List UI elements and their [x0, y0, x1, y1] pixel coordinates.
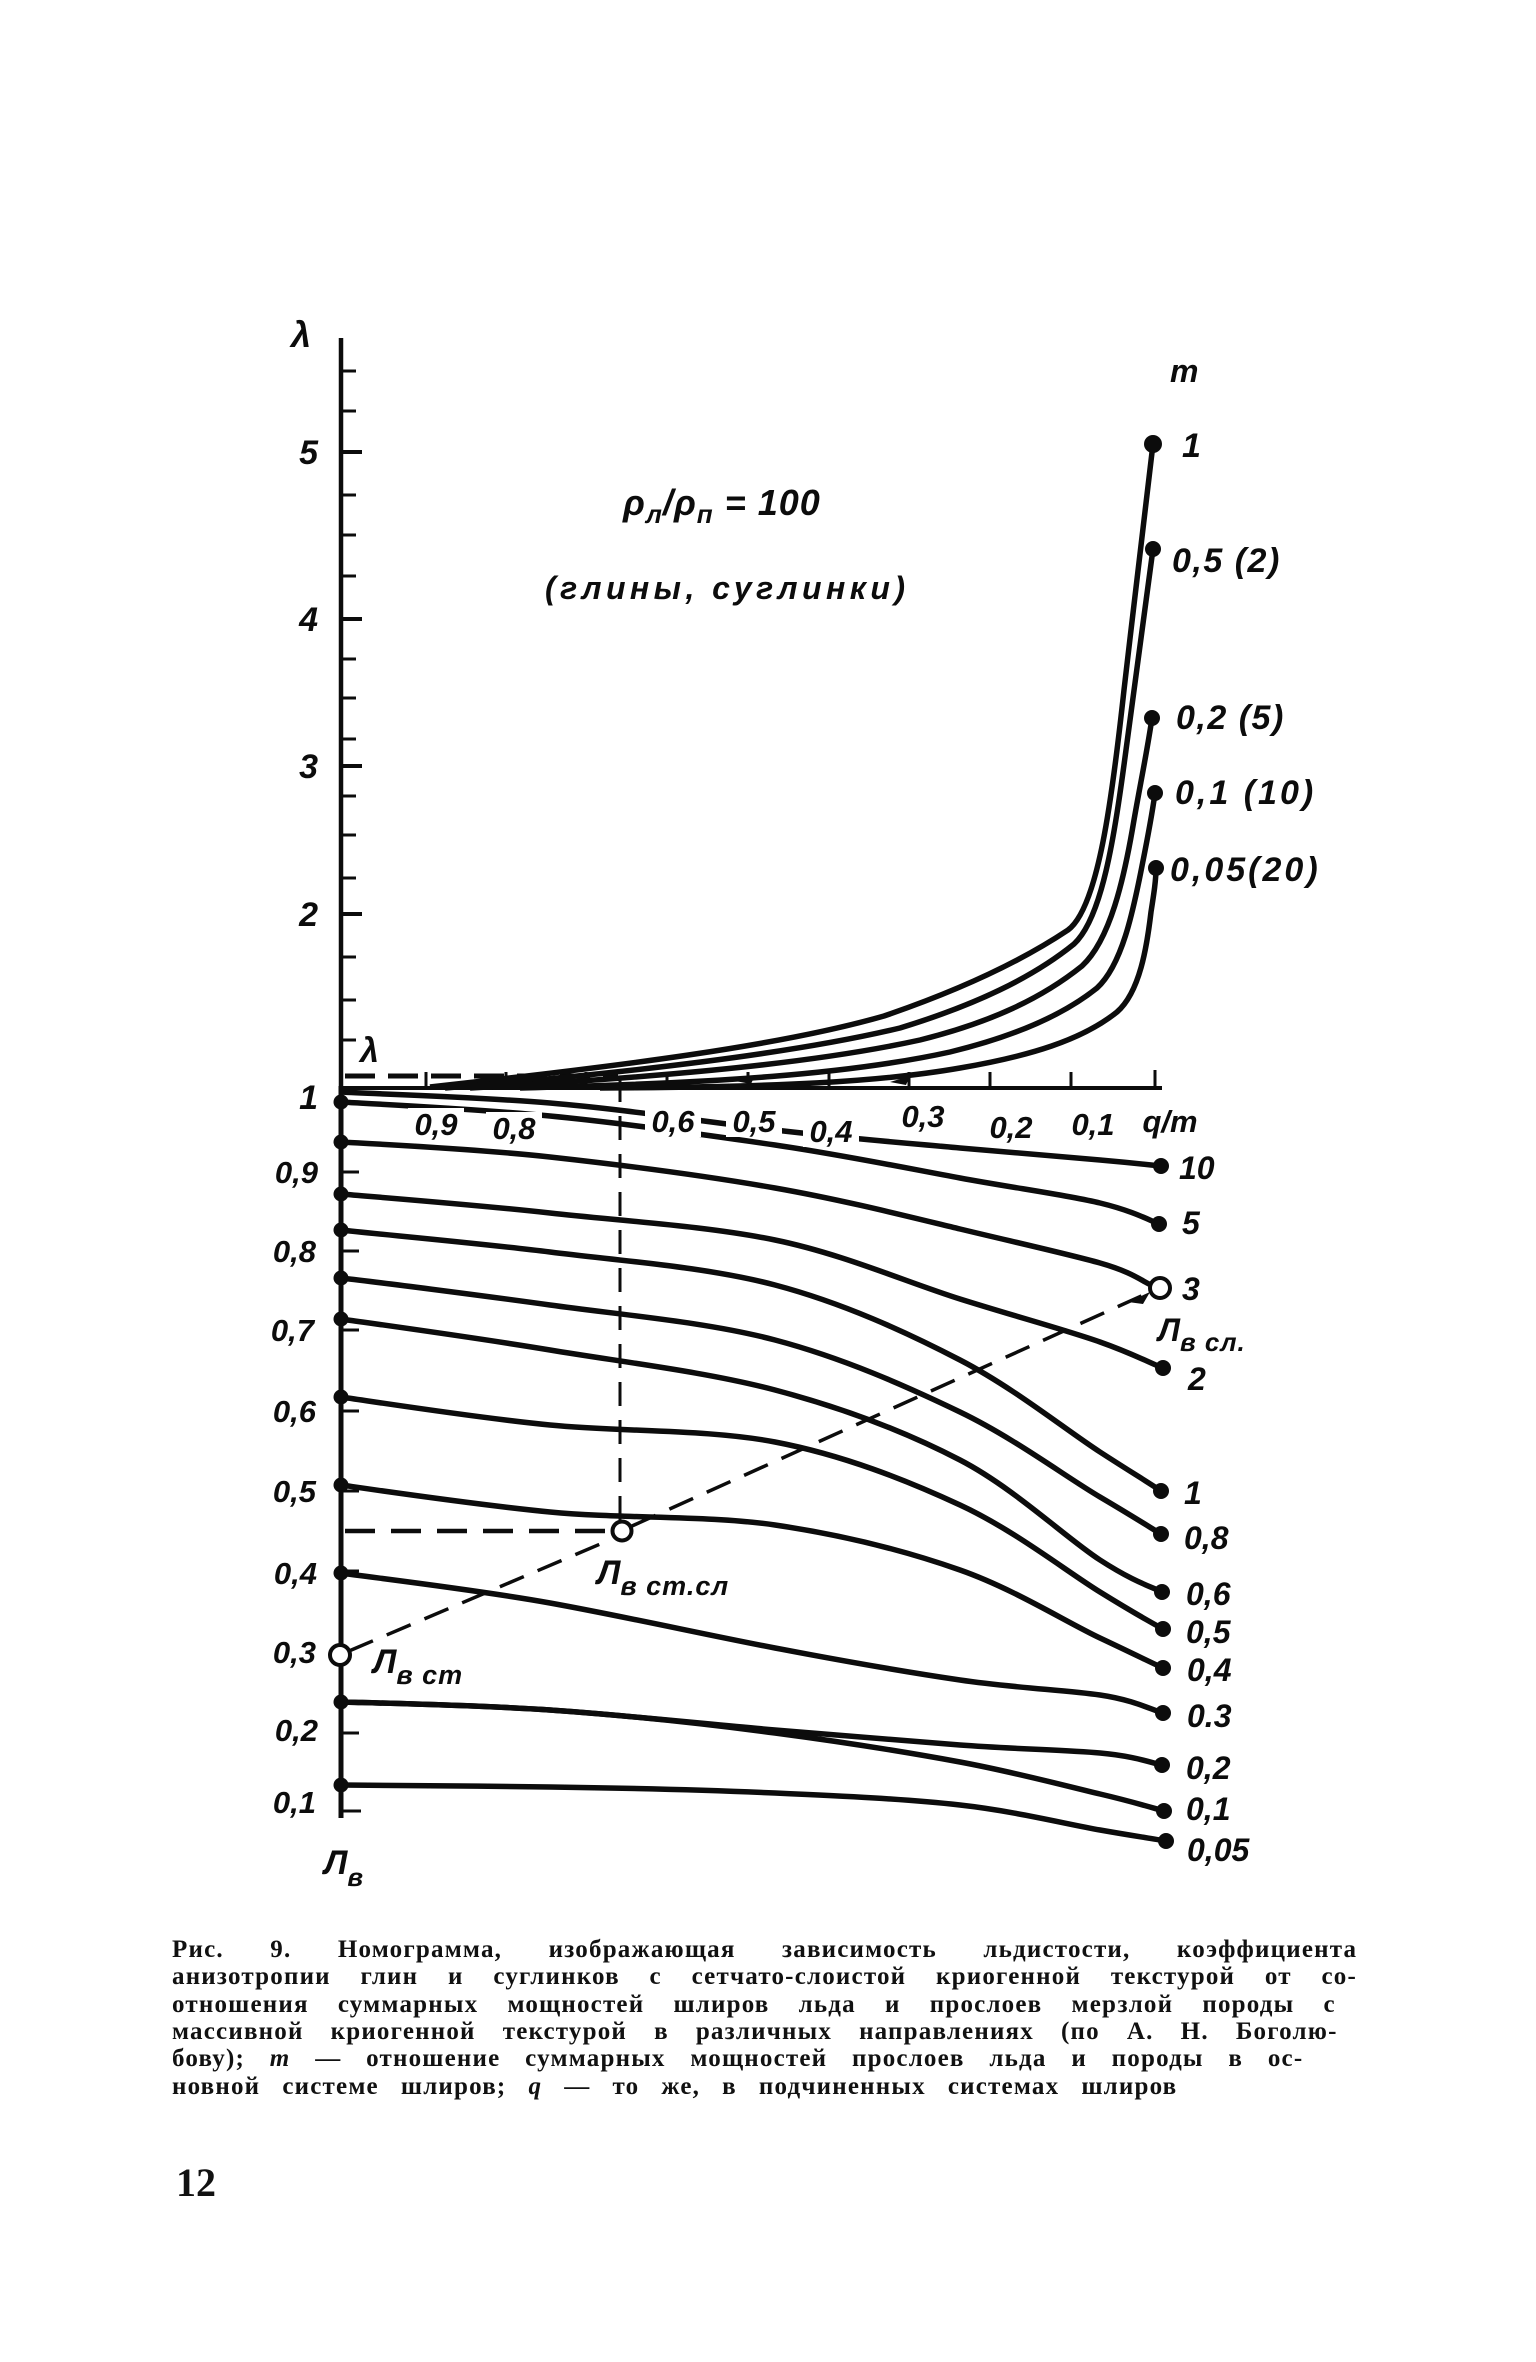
svg-text:0,4: 0,4: [809, 1114, 852, 1149]
svg-text:0,2: 0,2: [1186, 1750, 1231, 1786]
svg-text:0,6: 0,6: [273, 1394, 317, 1429]
svg-text:0,3: 0,3: [901, 1099, 944, 1134]
svg-text:0,6: 0,6: [1186, 1576, 1231, 1612]
svg-text:0,2 (5): 0,2 (5): [1176, 699, 1285, 737]
svg-text:0,7: 0,7: [271, 1313, 316, 1348]
svg-text:5: 5: [299, 434, 319, 472]
svg-text:новной системе шлиров; q — то: новной системе шлиров; q — то же, в подч…: [172, 2073, 1177, 2100]
svg-text:1: 1: [1182, 427, 1202, 465]
svg-text:ρл/ρп = 100: ρл/ρп = 100: [622, 482, 821, 529]
svg-text:10: 10: [1179, 1150, 1215, 1186]
svg-text:0,8: 0,8: [1184, 1520, 1229, 1556]
svg-text:λ: λ: [358, 1032, 379, 1070]
svg-text:массивной криогенной текстурой: массивной криогенной текстурой в различн…: [172, 2018, 1338, 2045]
svg-text:(глины, суглинки): (глины, суглинки): [545, 570, 905, 606]
svg-text:0,5: 0,5: [273, 1474, 317, 1509]
svg-text:0,5: 0,5: [1186, 1614, 1232, 1650]
svg-text:0,5: 0,5: [732, 1104, 776, 1139]
svg-text:отношения суммарных мощностей: отношения суммарных мощностей шлиров льд…: [172, 1991, 1336, 2018]
svg-text:Рис. 9. Номограмма, изображающ: Рис. 9. Номограмма, изображающая зависим…: [172, 1936, 1357, 1963]
svg-text:5: 5: [1182, 1205, 1201, 1241]
svg-text:0,9: 0,9: [414, 1107, 458, 1142]
svg-text:0,8: 0,8: [273, 1234, 317, 1269]
svg-text:0,3: 0,3: [273, 1635, 316, 1670]
svg-text:λ: λ: [289, 314, 311, 355]
svg-text:0,05: 0,05: [1187, 1832, 1250, 1868]
svg-text:бову); m — отношение суммарны: бову); m — отношение суммарных мощностей…: [172, 2045, 1303, 2072]
svg-text:2: 2: [1187, 1361, 1206, 1397]
svg-text:0,6: 0,6: [651, 1104, 695, 1139]
svg-text:0,1 (10): 0,1 (10): [1175, 774, 1316, 812]
svg-text:1: 1: [299, 1079, 318, 1117]
svg-text:0,4: 0,4: [1187, 1652, 1232, 1688]
svg-text:1: 1: [1184, 1475, 1202, 1511]
svg-text:0,1: 0,1: [1186, 1791, 1230, 1827]
svg-text:2: 2: [298, 896, 318, 934]
svg-text:0,2: 0,2: [275, 1713, 318, 1748]
svg-text:0,8: 0,8: [492, 1111, 536, 1146]
svg-text:0,5 (2): 0,5 (2): [1172, 542, 1281, 580]
svg-text:анизотропии глин и суглинков с: анизотропии глин и суглинков с сетчато-с…: [172, 1963, 1357, 1990]
svg-text:0,2: 0,2: [989, 1110, 1032, 1145]
svg-text:0,4: 0,4: [274, 1556, 317, 1591]
svg-text:0,1: 0,1: [273, 1785, 316, 1820]
svg-text:12: 12: [176, 2160, 216, 2205]
svg-text:q/m: q/m: [1142, 1104, 1197, 1139]
svg-text:0,1: 0,1: [1071, 1107, 1114, 1142]
svg-text:0,9: 0,9: [275, 1155, 319, 1190]
svg-text:3: 3: [299, 748, 318, 786]
svg-text:m: m: [1170, 353, 1198, 389]
svg-text:3: 3: [1182, 1271, 1200, 1307]
svg-text:0.3: 0.3: [1187, 1698, 1232, 1734]
svg-text:0,05(20): 0,05(20): [1170, 851, 1321, 889]
svg-text:4: 4: [298, 601, 318, 639]
